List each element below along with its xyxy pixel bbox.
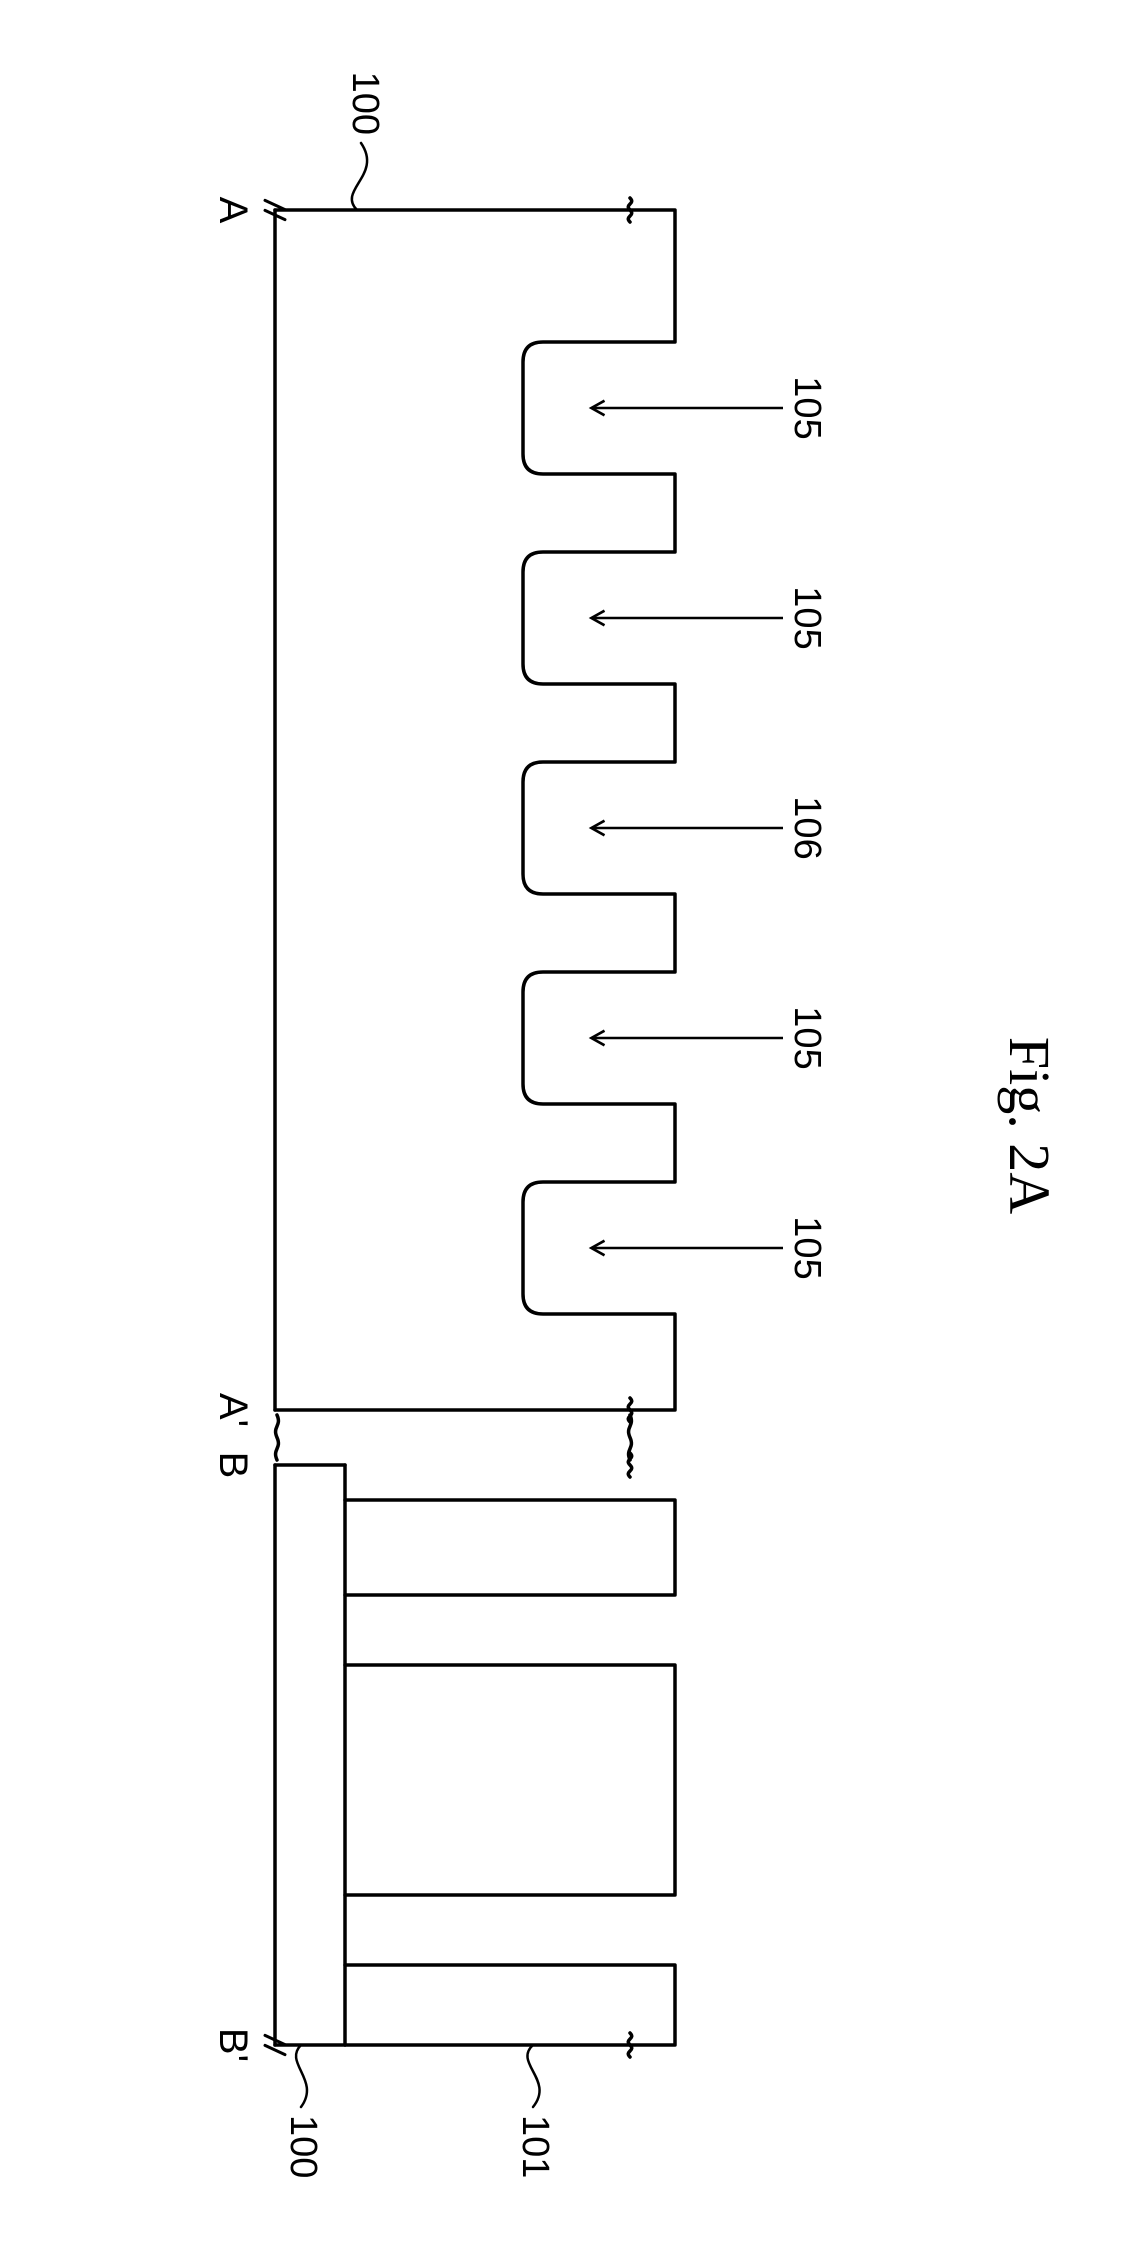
figure-svg: Fig. 2A A A' 100 105 105 106 105 105 B B' 101 100 [0,0,1145,2251]
ref-105-t4: 105 [786,1216,828,1279]
label-Bprime: B' [211,2028,255,2062]
figure-container: Fig. 2A A A' 100 105 105 106 105 105 B B' 101 100 [0,0,1145,2251]
ref-106-t2: 106 [786,796,828,859]
label-B: B [211,1452,255,1479]
leader-100-bb [296,2045,307,2107]
leader-100-aa [352,143,367,210]
section-aa-profile [275,210,675,1410]
ref-105-t1: 105 [786,586,828,649]
ref-100-aa: 100 [344,72,386,135]
ref-100-bb: 100 [282,2115,324,2178]
label-Aprime: A' [211,1393,255,1427]
leader-101 [527,2045,539,2107]
ref-105-t0: 105 [786,376,828,439]
figure-title: Fig. 2A [997,1037,1062,1214]
label-A: A [211,197,255,224]
ref-105-t3: 105 [786,1006,828,1069]
ref-101: 101 [514,2115,556,2178]
